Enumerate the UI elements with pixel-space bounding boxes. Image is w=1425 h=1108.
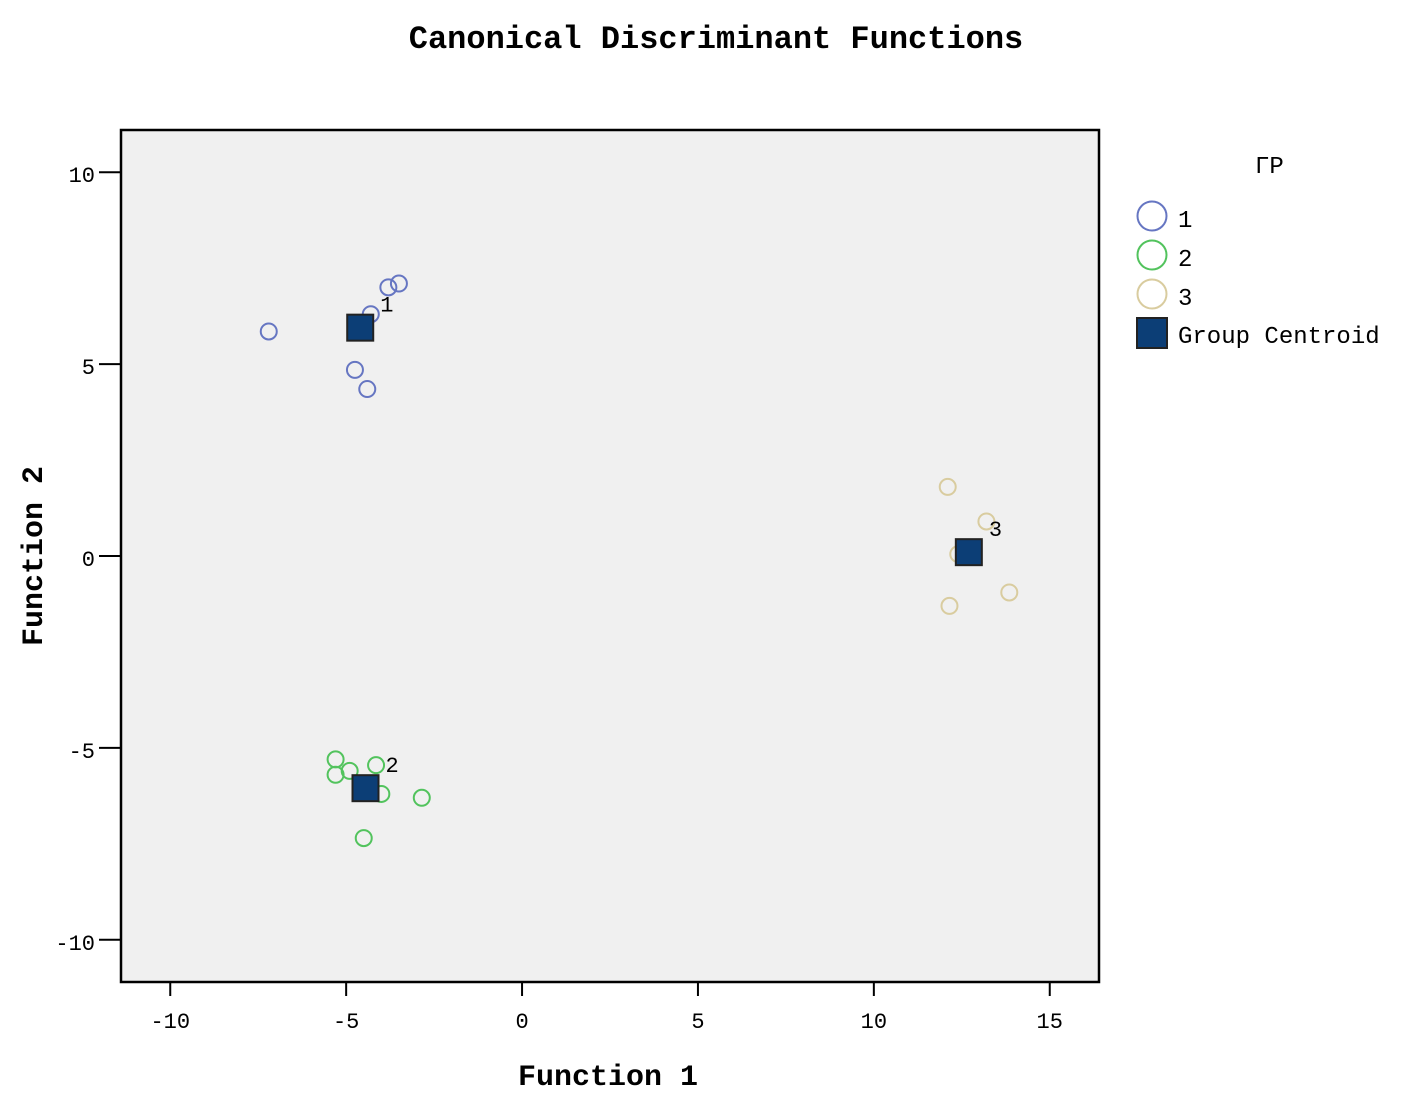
- x-tick-label: 15: [1037, 1010, 1063, 1035]
- x-tick-label: 0: [515, 1010, 528, 1035]
- legend-label-1: 1: [1178, 208, 1192, 235]
- y-axis-title: Function 2: [18, 466, 52, 646]
- chart-title: Canonical Discriminant Functions: [409, 21, 1024, 58]
- data-point-group-3: [1000, 583, 1019, 602]
- legend-label-centroid: Group Centroid: [1178, 324, 1380, 351]
- y-tick-label: -10: [55, 932, 95, 957]
- centroid-label-2: 2: [386, 754, 399, 779]
- x-tick-label: 5: [691, 1010, 704, 1035]
- data-point-group-1: [379, 278, 398, 297]
- centroid-label-1: 1: [380, 294, 393, 319]
- plot-area: [119, 128, 1101, 984]
- legend-label-3: 3: [1178, 286, 1192, 313]
- y-tick-label: -5: [69, 740, 95, 765]
- data-point-group-2: [340, 761, 359, 780]
- data-point-group-2: [367, 756, 386, 775]
- x-tick-label: 10: [861, 1010, 887, 1035]
- data-point-group-1: [389, 274, 408, 293]
- legend-marker-1: [1136, 200, 1168, 232]
- data-point-group-1: [259, 322, 278, 341]
- group-centroid-2: [351, 774, 380, 803]
- centroid-label-3: 3: [989, 518, 1002, 543]
- x-tick-label: -10: [150, 1010, 190, 1035]
- data-point-group-2: [354, 829, 373, 848]
- group-centroid-1: [346, 313, 375, 342]
- y-tick-label: 0: [82, 548, 95, 573]
- x-axis-title: Function 1: [518, 1061, 698, 1095]
- data-point-group-3: [977, 512, 996, 531]
- data-point-group-2: [412, 788, 431, 807]
- legend-marker-2: [1136, 239, 1168, 271]
- data-point-group-3: [940, 596, 959, 615]
- legend-marker-3: [1136, 278, 1168, 310]
- legend-label-2: 2: [1178, 247, 1192, 274]
- group-centroids: 1 2 3: [346, 294, 1002, 803]
- legend-title: ΓΡ: [1255, 154, 1284, 181]
- group-centroid-3: [954, 538, 983, 567]
- y-axis: -10 -5 0 5 10: [55, 164, 121, 957]
- x-tick-label: -5: [333, 1010, 359, 1035]
- x-axis: -10 -5 0 5 10 15: [150, 982, 1063, 1035]
- data-point-group-3: [938, 477, 957, 496]
- y-tick-label: 5: [82, 356, 95, 381]
- legend: ΓΡ 1 2 3 Group Centroid: [1136, 154, 1380, 351]
- data-point-group-1: [358, 380, 377, 399]
- data-point-group-1: [345, 360, 364, 379]
- legend-marker-centroid: [1136, 317, 1168, 349]
- y-tick-label: 10: [69, 164, 95, 189]
